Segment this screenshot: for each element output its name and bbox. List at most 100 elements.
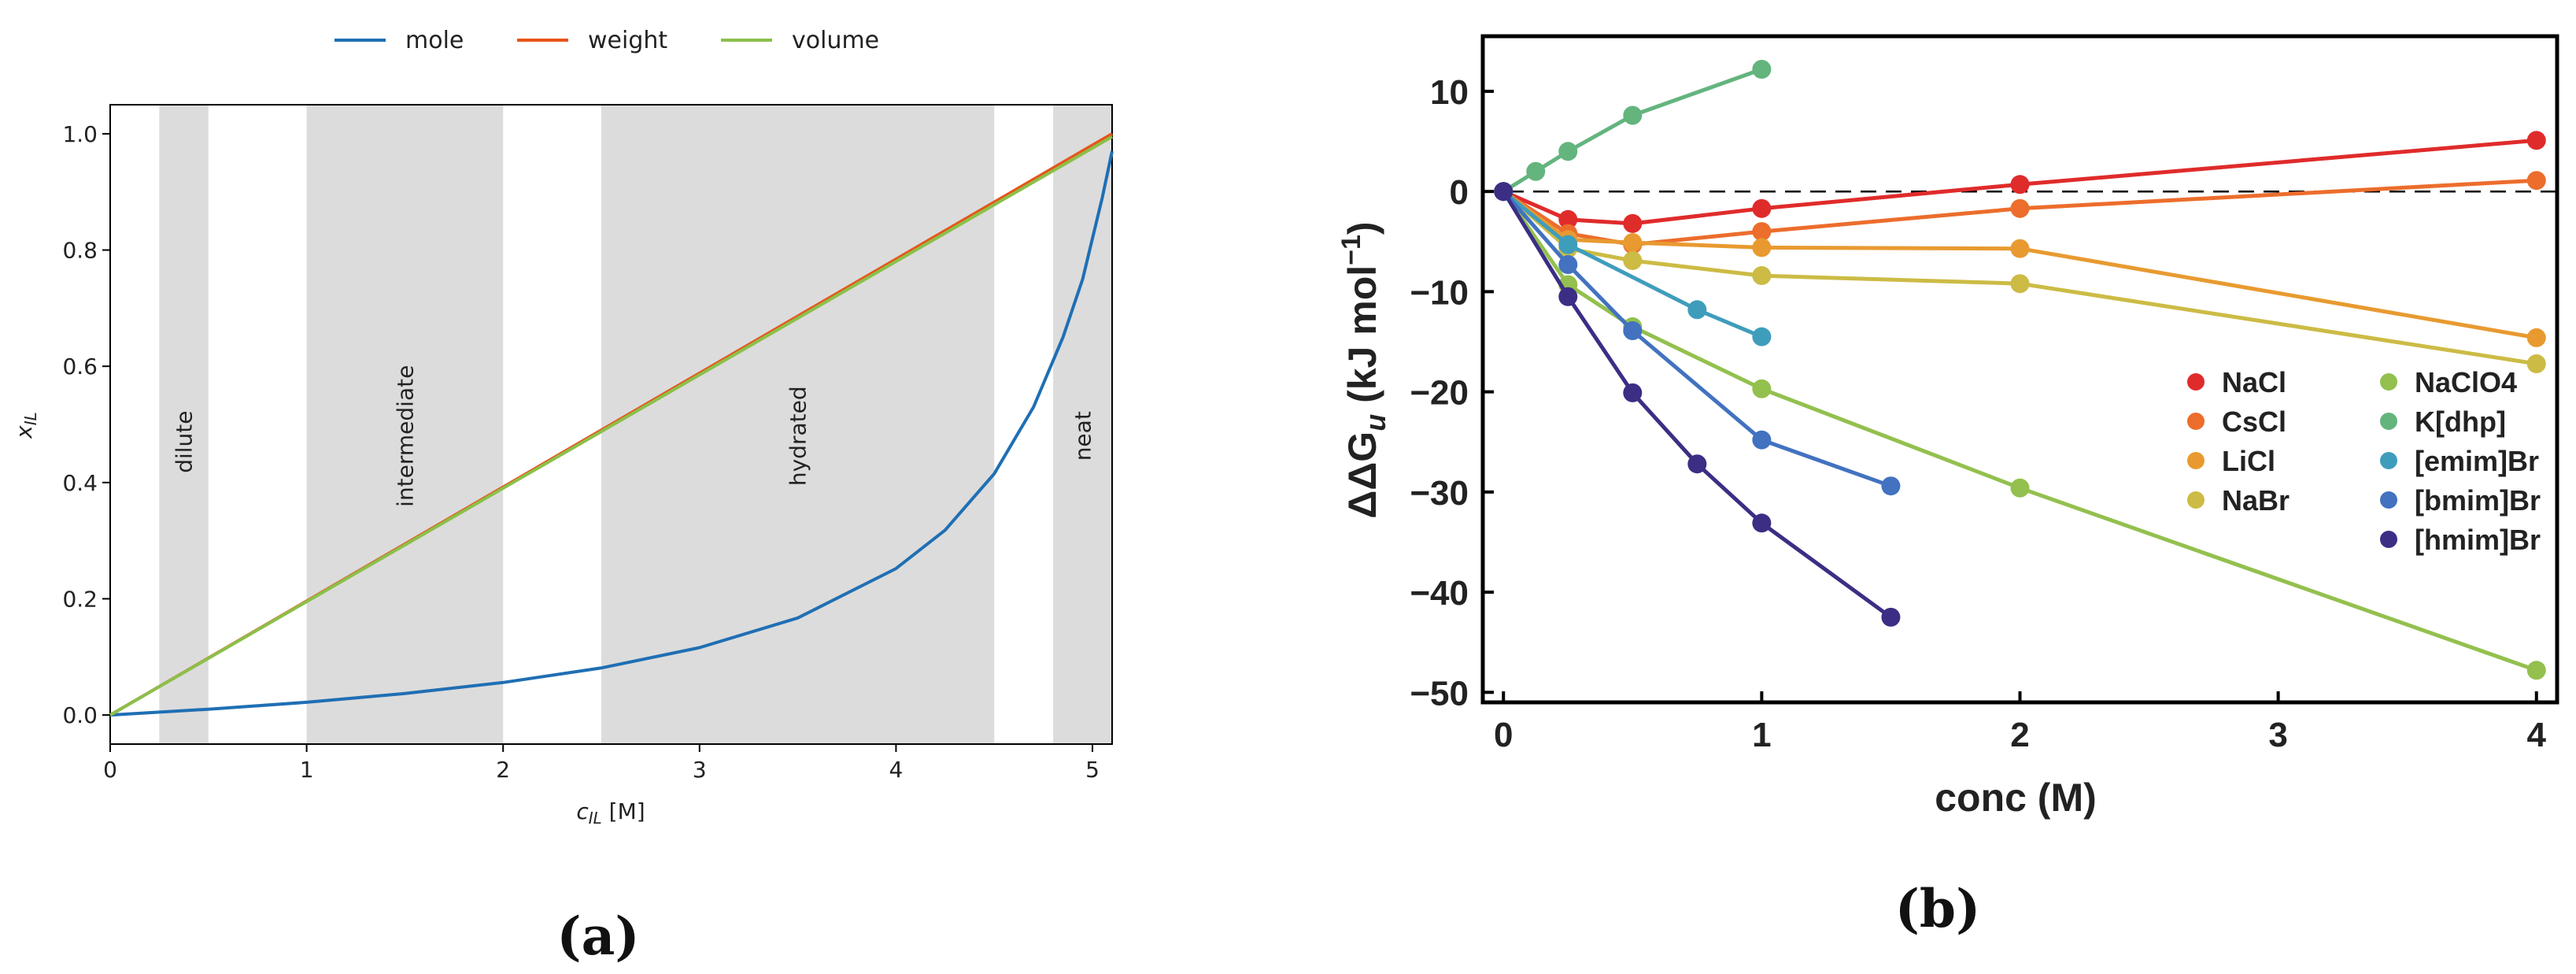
data-point-bmim-br <box>1558 255 1578 275</box>
series-naclo4 <box>1494 182 2546 680</box>
legend-marker-cscl <box>2187 413 2205 430</box>
chart-b-plot-frame <box>1480 34 2559 705</box>
y-tick-label: 0.8 <box>62 238 98 264</box>
series-emim-br-line <box>1502 190 1763 339</box>
x-tick-label: 4 <box>889 757 904 783</box>
data-point-licl <box>1623 233 1643 253</box>
chart-a-xlabel-sub: IL <box>589 809 602 828</box>
x-tick-label: 4 <box>2527 716 2547 754</box>
chart-b-ylabel-sup: −1 <box>1336 235 1366 265</box>
series-licl-line <box>1502 190 2537 340</box>
data-point-licl <box>2526 328 2546 347</box>
legend-label-emim-br: [emim]Br <box>2415 445 2539 477</box>
data-point-nacl <box>1752 198 1772 218</box>
data-point-bmim-br <box>1623 321 1643 341</box>
x-tick-label: 0 <box>1494 716 1513 754</box>
data-point-cscl <box>2526 171 2546 191</box>
chart-b: 0 1 2 3 4 10 0 −10 −20 −30 −40 −50 conc (M) ΔΔGu (k… <box>1336 34 2559 820</box>
legend-label-licl: LiCl <box>2222 445 2275 477</box>
chart-a-plot-frame <box>109 104 1113 745</box>
chart-a-ylabel-sub: IL <box>21 412 40 425</box>
x-tick-label: 2 <box>2010 716 2029 754</box>
chart-a: dilute intermediate hydrated neat 0 1 2 3 4 5 0.0… <box>11 27 1114 828</box>
series-naclo4-line <box>1502 190 2537 672</box>
legend-marker-bmim-br <box>2380 491 2397 509</box>
region-label-intermediate: intermediate <box>392 365 418 507</box>
data-point-hmim-br <box>1558 287 1578 306</box>
chart-b-ylabel-unit: (kJ mol <box>1340 265 1384 414</box>
legend-label-mole: mole <box>405 27 464 54</box>
y-tick-label: 0.6 <box>62 354 98 380</box>
data-point-k-dhp <box>1558 142 1578 161</box>
data-point-hmim-br <box>1881 607 1901 627</box>
chart-a-xlabel-var: c <box>576 798 589 824</box>
legend-label-k-dhp: K[dhp] <box>2415 406 2506 438</box>
data-point-k-dhp <box>1623 106 1643 125</box>
data-point-naclo4 <box>2010 478 2030 498</box>
data-point-nacl <box>2010 175 2030 194</box>
legend-label-weight: weight <box>588 27 667 54</box>
region-dilute <box>159 105 209 744</box>
region-hydrated <box>601 105 995 744</box>
data-point-nacl <box>2526 131 2546 150</box>
y-tick-label: 0.4 <box>62 470 98 496</box>
series-nabr-line <box>1502 190 2537 366</box>
data-point-hmim-br <box>1752 513 1772 533</box>
data-point-licl <box>1752 238 1772 257</box>
region-intermediate <box>306 105 504 744</box>
data-point-nacl <box>1623 213 1643 233</box>
legend-marker-nacl <box>2187 373 2205 391</box>
data-point-naclo4 <box>1752 379 1772 398</box>
data-point-naclo4 <box>2526 661 2546 680</box>
chart-b-ylabel-main: ΔΔG <box>1340 431 1384 519</box>
y-tick-label: −10 <box>1410 273 1469 312</box>
legend-label-nacl: NaCl <box>2222 366 2286 398</box>
chart-b-ylabel-sub: u <box>1359 414 1391 431</box>
series-volume-line <box>109 135 1113 717</box>
panel-b-caption: (b) <box>1895 878 1981 939</box>
data-point-nabr <box>2010 274 2030 294</box>
chart-a-y-axis-label: xIL <box>11 412 40 439</box>
legend-label-naclo4: NaClO4 <box>2415 366 2517 398</box>
legend-label-volume: volume <box>792 27 879 54</box>
data-point-nacl <box>1558 209 1578 229</box>
region-label-neat: neat <box>1070 411 1096 461</box>
data-point-emim-br <box>1752 327 1772 346</box>
chart-b-ylabel-close: ) <box>1340 221 1384 235</box>
legend-marker-naclo4 <box>2380 373 2397 391</box>
chart-b-y-axis-label: ΔΔGu (kJ mol−1) <box>1336 221 1391 518</box>
y-tick-label: 0.0 <box>62 702 98 728</box>
legend-label-nabr: NaBr <box>2222 484 2290 517</box>
y-tick-label: 1.0 <box>62 121 98 147</box>
legend-marker-hmim-br <box>2380 531 2397 548</box>
x-tick-label: 2 <box>496 757 510 783</box>
chart-a-x-axis-label: cIL [M] <box>576 798 645 828</box>
legend-marker-emim-br <box>2380 452 2397 469</box>
series-hmim-br-line <box>1502 190 1892 619</box>
legend-label-bmim-br: [bmim]Br <box>2415 484 2541 517</box>
series-mole-line <box>109 150 1114 717</box>
data-point-nabr <box>1752 266 1772 286</box>
x-tick-label: 3 <box>693 757 707 783</box>
series-cscl-line <box>1502 178 2537 247</box>
data-point-nabr <box>1623 250 1643 270</box>
x-tick-label: 1 <box>300 757 314 783</box>
legend-label-hmim-br: [hmim]Br <box>2415 524 2541 556</box>
data-point-cscl <box>1752 222 1772 242</box>
region-label-hydrated: hydrated <box>785 386 811 486</box>
y-tick-label: −50 <box>1410 674 1469 713</box>
data-point-k-dhp <box>1526 161 1546 181</box>
legend-marker-k-dhp <box>2380 413 2397 430</box>
x-tick-label: 0 <box>103 757 117 783</box>
x-tick-label: 1 <box>1752 716 1771 754</box>
y-tick-label: −40 <box>1410 574 1469 613</box>
y-tick-label: −30 <box>1410 474 1469 513</box>
chart-a-xlabel-unit: [M] <box>602 798 645 824</box>
data-point-bmim-br <box>1881 476 1901 496</box>
legend-marker-nabr <box>2187 491 2205 509</box>
y-tick-label: 0.2 <box>62 586 98 612</box>
y-tick-label: 0 <box>1450 173 1469 212</box>
y-tick-label: −20 <box>1410 374 1469 413</box>
series-k-dhp <box>1494 59 1772 202</box>
